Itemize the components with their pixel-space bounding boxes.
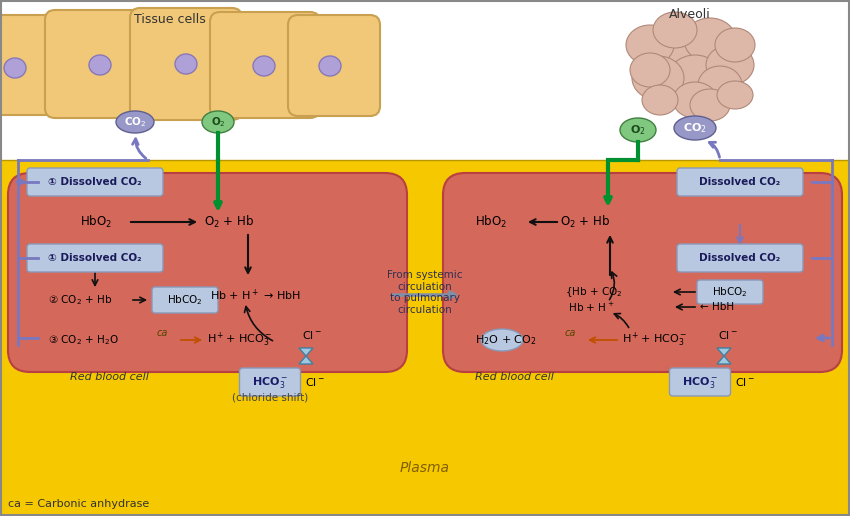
Text: CO$_2$: CO$_2$ — [683, 121, 707, 135]
Text: HbCO$_2$: HbCO$_2$ — [712, 285, 748, 299]
Text: Red blood cell: Red blood cell — [475, 372, 554, 382]
FancyBboxPatch shape — [130, 8, 242, 120]
Text: (chloride shift): (chloride shift) — [232, 393, 308, 403]
Text: Cl$^-$: Cl$^-$ — [305, 376, 325, 388]
Text: Cl$^-$: Cl$^-$ — [718, 329, 738, 341]
Ellipse shape — [626, 25, 674, 65]
Text: Alveoli: Alveoli — [669, 8, 711, 21]
Text: CO$_2$: CO$_2$ — [124, 115, 146, 129]
Text: HCO$_3^-$: HCO$_3^-$ — [252, 375, 288, 390]
FancyBboxPatch shape — [240, 368, 301, 396]
Ellipse shape — [116, 111, 154, 133]
Text: ca: ca — [564, 328, 575, 338]
FancyBboxPatch shape — [677, 168, 803, 196]
FancyBboxPatch shape — [152, 287, 218, 313]
Ellipse shape — [684, 18, 736, 62]
Ellipse shape — [630, 53, 670, 87]
Ellipse shape — [698, 66, 742, 104]
Text: Hb + H$^+$ → HbH: Hb + H$^+$ → HbH — [210, 287, 301, 303]
Text: H$^+$+ HCO$_3^-$: H$^+$+ HCO$_3^-$ — [622, 331, 688, 349]
Text: Cl$^-$: Cl$^-$ — [735, 376, 755, 388]
Text: ③ CO$_2$ + H$_2$O: ③ CO$_2$ + H$_2$O — [48, 333, 119, 347]
Text: HbO$_2$: HbO$_2$ — [80, 214, 112, 230]
Ellipse shape — [674, 116, 716, 140]
Text: From systemic
circulation
to pulmonary
circulation: From systemic circulation to pulmonary c… — [388, 270, 462, 315]
Bar — [0, 160, 850, 516]
FancyBboxPatch shape — [27, 168, 163, 196]
Ellipse shape — [202, 111, 234, 133]
Ellipse shape — [690, 89, 730, 121]
Text: Plasma: Plasma — [400, 461, 450, 475]
FancyBboxPatch shape — [288, 15, 380, 116]
Ellipse shape — [253, 56, 275, 76]
Polygon shape — [717, 348, 731, 356]
Text: Cl$^-$: Cl$^-$ — [302, 329, 322, 341]
Ellipse shape — [642, 85, 678, 115]
Ellipse shape — [632, 56, 684, 100]
Text: {Hb + CO$_2$: {Hb + CO$_2$ — [565, 285, 623, 299]
Polygon shape — [299, 348, 313, 356]
Text: O$_2$: O$_2$ — [630, 123, 646, 137]
Text: Dissolved CO₂: Dissolved CO₂ — [700, 177, 780, 187]
Text: O$_2$ + Hb: O$_2$ + Hb — [204, 214, 254, 230]
Ellipse shape — [653, 12, 697, 48]
Ellipse shape — [481, 329, 523, 351]
Ellipse shape — [175, 54, 197, 74]
Text: Hb + H$^+$: Hb + H$^+$ — [565, 300, 615, 314]
Polygon shape — [299, 356, 313, 364]
FancyBboxPatch shape — [677, 244, 803, 272]
Text: H$^+$+ HCO$_3^-$: H$^+$+ HCO$_3^-$ — [207, 331, 272, 349]
Text: Red blood cell: Red blood cell — [70, 372, 149, 382]
Text: ① Dissolved CO₂: ① Dissolved CO₂ — [48, 177, 142, 187]
Text: O$_2$ + Hb: O$_2$ + Hb — [560, 214, 610, 230]
Polygon shape — [717, 356, 731, 364]
FancyBboxPatch shape — [45, 10, 155, 118]
Ellipse shape — [4, 58, 26, 78]
Ellipse shape — [717, 81, 753, 109]
Text: ← HbH: ← HbH — [700, 302, 734, 312]
FancyBboxPatch shape — [8, 173, 407, 372]
Text: HCO$_3^-$: HCO$_3^-$ — [682, 375, 718, 390]
FancyBboxPatch shape — [0, 15, 100, 115]
Ellipse shape — [715, 28, 755, 62]
FancyBboxPatch shape — [443, 173, 842, 372]
FancyBboxPatch shape — [27, 244, 163, 272]
Text: ca = Carbonic anhydrase: ca = Carbonic anhydrase — [8, 499, 150, 509]
Ellipse shape — [643, 27, 707, 83]
FancyBboxPatch shape — [670, 368, 730, 396]
Ellipse shape — [706, 45, 754, 85]
Ellipse shape — [89, 55, 111, 75]
Text: ② CO$_2$ + Hb: ② CO$_2$ + Hb — [48, 293, 112, 307]
Text: O$_2$: O$_2$ — [211, 115, 225, 129]
Ellipse shape — [319, 56, 341, 76]
FancyBboxPatch shape — [697, 280, 763, 304]
FancyBboxPatch shape — [210, 12, 320, 118]
Text: HbCO$_2$: HbCO$_2$ — [167, 293, 203, 307]
Ellipse shape — [673, 82, 717, 118]
Ellipse shape — [667, 55, 723, 105]
Text: Dissolved CO₂: Dissolved CO₂ — [700, 253, 780, 263]
Text: ① Dissolved CO₂: ① Dissolved CO₂ — [48, 253, 142, 263]
Text: HbO$_2$: HbO$_2$ — [475, 214, 507, 230]
Text: Tissue cells: Tissue cells — [134, 13, 206, 26]
Text: H$_2$O + CO$_2$: H$_2$O + CO$_2$ — [475, 333, 536, 347]
Ellipse shape — [620, 118, 656, 142]
Text: ca: ca — [156, 328, 167, 338]
